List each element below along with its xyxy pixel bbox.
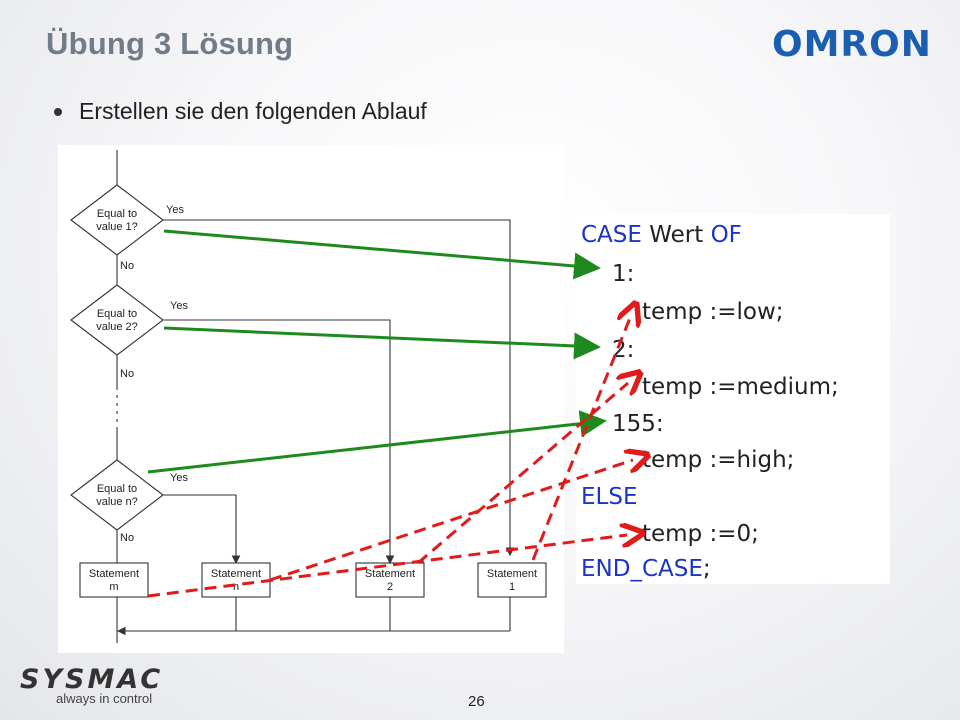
code-line-case: CASE Wert OF bbox=[581, 224, 742, 247]
page-number: 26 bbox=[468, 693, 485, 710]
decision-n-line1: Equal to bbox=[97, 483, 137, 495]
decision-n-line2: value n? bbox=[96, 496, 138, 508]
decision-n-yes: Yes bbox=[170, 472, 188, 484]
code-label-2: 2: bbox=[612, 337, 635, 363]
decision-1-no: No bbox=[120, 260, 134, 272]
code-stmt-3: temp :=high; bbox=[642, 447, 795, 473]
end-case-keyword: END_CASE bbox=[581, 556, 703, 582]
yes-path-1 bbox=[161, 219, 515, 557]
bullet-item: Erstellen sie den folgenden Ablauf bbox=[54, 98, 427, 125]
end-case-semicolon: ; bbox=[702, 556, 711, 582]
decision-1-line2: value 1? bbox=[96, 221, 138, 233]
code-line-end: END_CASE; bbox=[581, 558, 711, 581]
statement-n-line1: Statement bbox=[211, 568, 261, 580]
code-else: ELSE bbox=[581, 484, 638, 510]
decision-2-yes: Yes bbox=[170, 300, 188, 312]
decision-1-line1: Equal to bbox=[97, 208, 137, 220]
yes-path-n bbox=[161, 494, 241, 565]
statement-box-n bbox=[201, 562, 271, 598]
bullet-dot-icon bbox=[54, 107, 62, 116]
statement-2-line1: Statement bbox=[365, 568, 415, 580]
omron-logo: OMRON bbox=[772, 24, 932, 65]
statement-n-line2: n bbox=[233, 581, 239, 593]
bullet-text: Erstellen sie den folgenden Ablauf bbox=[79, 98, 427, 124]
code-label-3: 155: bbox=[612, 411, 664, 437]
decision-2-line2: value 2? bbox=[96, 321, 138, 333]
sysmac-logo: SYSMAC always in control bbox=[20, 664, 164, 706]
statement-box-2 bbox=[355, 562, 425, 598]
sysmac-tagline: always in control bbox=[56, 691, 153, 706]
case-variable: Wert bbox=[641, 222, 711, 248]
green-arrow-value-n bbox=[147, 410, 607, 474]
slide-title: Übung 3 Lösung bbox=[46, 26, 294, 61]
statement-2-line2: 2 bbox=[387, 581, 393, 593]
decision-2-no: No bbox=[120, 368, 134, 380]
red-arrow-statement-n bbox=[269, 460, 633, 582]
green-arrow-value-1 bbox=[163, 229, 601, 280]
flowchart-image: Equal to value 1? Equal to value 2? Equa… bbox=[58, 145, 564, 653]
decision-diamond-n bbox=[70, 459, 164, 531]
red-arrow-statement-m bbox=[147, 535, 627, 598]
statement-m-line1: Statement bbox=[89, 568, 139, 580]
of-keyword: OF bbox=[710, 222, 742, 248]
code-stmt-else: temp :=0; bbox=[642, 521, 759, 547]
statement-1-line1: Statement bbox=[487, 568, 537, 580]
statement-1-line2: 1 bbox=[509, 581, 515, 593]
decision-diamond-1 bbox=[70, 184, 164, 256]
red-arrow-statement-2 bbox=[417, 383, 628, 565]
decision-1-yes: Yes bbox=[166, 204, 184, 216]
statement-m-line2: m bbox=[109, 581, 118, 593]
yes-path-2 bbox=[161, 319, 395, 565]
green-arrow-value-2 bbox=[163, 326, 601, 360]
sysmac-wordmark: SYSMAC bbox=[20, 664, 164, 695]
decision-n-no: No bbox=[120, 532, 134, 544]
code-stmt-1: temp :=low; bbox=[642, 299, 784, 325]
code-label-1: 1: bbox=[612, 261, 635, 287]
decision-diamond-2 bbox=[70, 284, 164, 356]
red-arrow-statement-1 bbox=[531, 318, 630, 561]
flowchart-svg: Equal to value 1? Equal to value 2? Equa… bbox=[70, 150, 547, 643]
decision-2-line1: Equal to bbox=[97, 308, 137, 320]
case-keyword: CASE bbox=[581, 222, 642, 248]
statement-box-1 bbox=[477, 562, 547, 598]
code-stmt-2: temp :=medium; bbox=[642, 374, 839, 400]
statement-box-m bbox=[79, 562, 149, 598]
